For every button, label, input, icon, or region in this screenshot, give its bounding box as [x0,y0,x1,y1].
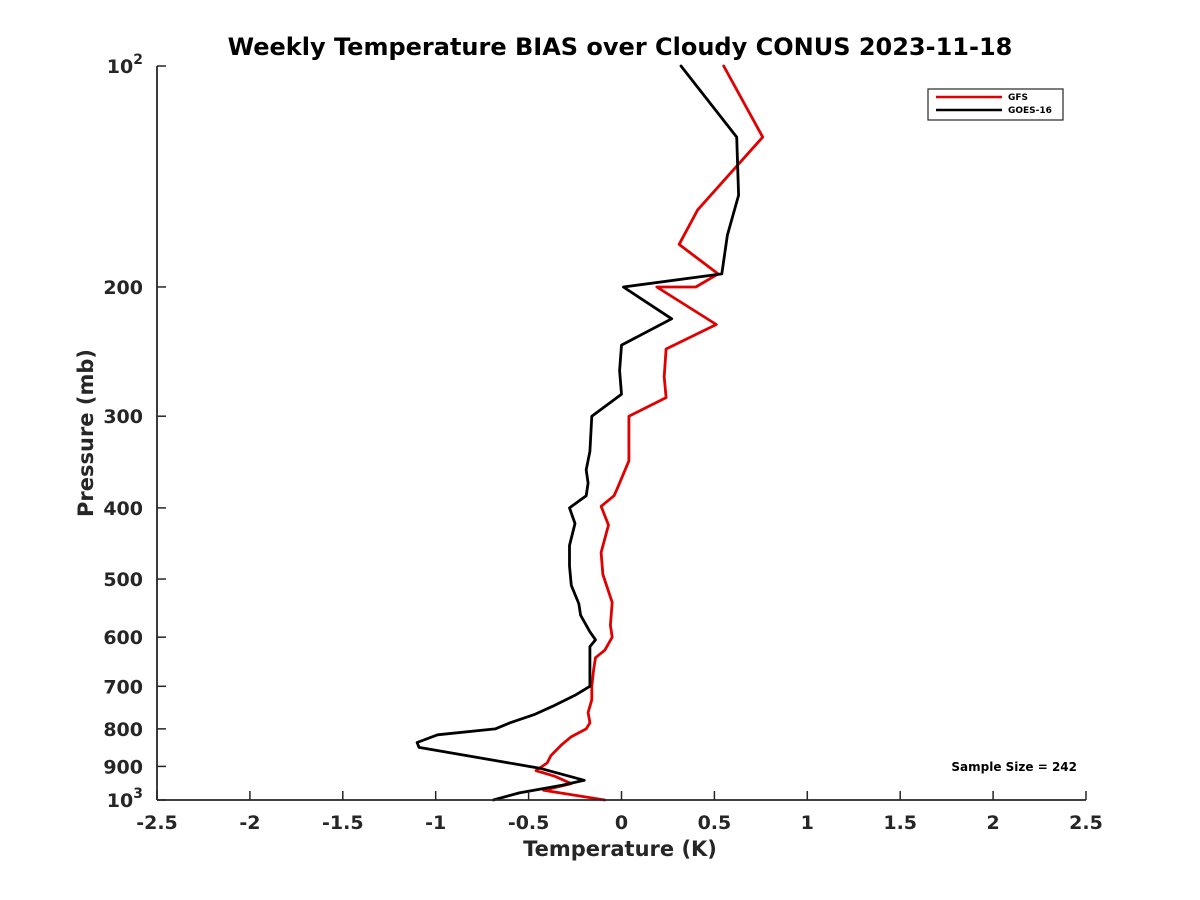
legend-label-goes16: GOES-16 [1008,106,1052,116]
x-tick-label: -2.5 [136,812,178,834]
x-tick-label: -1.5 [322,812,364,834]
y-tick-label: 400 [103,498,143,520]
y-axis-label: Pressure (mb) [74,349,98,517]
legend: GFS GOES-16 [927,88,1064,121]
y-tick-label: 600 [103,627,143,649]
sample-size-annotation: Sample Size = 242 [951,760,1077,774]
y-tick-label: 800 [103,719,143,741]
x-tick-label: -2 [239,812,260,834]
legend-label-gfs: GFS [1008,93,1028,103]
y-tick-label: 200 [103,277,143,299]
x-ticks: -2.5 -2 -1.5 -1 -0.5 0 0.5 1 1.5 2 2.5 [136,791,1103,834]
y-tick-base: 10 [107,790,133,812]
y-tick-label: 300 [103,406,143,428]
x-tick-label: 1 [801,812,814,834]
legend-box [927,88,1064,121]
y-tick-exponent: 2 [133,52,143,68]
x-tick-label: 0.5 [698,812,732,834]
y-tick-label: 700 [103,676,143,698]
chart-title: Weekly Temperature BIAS over Cloudy CONU… [228,33,1013,61]
y-tick-exponent: 3 [133,786,143,802]
x-tick-label: 2.5 [1069,812,1103,834]
series-line-gfs [534,64,765,802]
x-tick-label: -1 [425,812,446,834]
x-tick-label: 2 [986,812,999,834]
y-tick-base: 10 [107,56,133,78]
y-tick-label: 103 [107,786,143,812]
y-tick-label: 102 [107,52,143,78]
y-tick-label: 500 [103,569,143,591]
x-axis-label: Temperature (K) [523,837,717,861]
x-tick-label: 1.5 [883,812,917,834]
y-tick-label: 900 [103,756,143,778]
plot-lines [415,64,765,802]
series-line-goes16 [415,64,740,802]
x-tick-label: 0 [615,812,628,834]
x-tick-label: -0.5 [508,812,550,834]
axes [156,66,1086,801]
